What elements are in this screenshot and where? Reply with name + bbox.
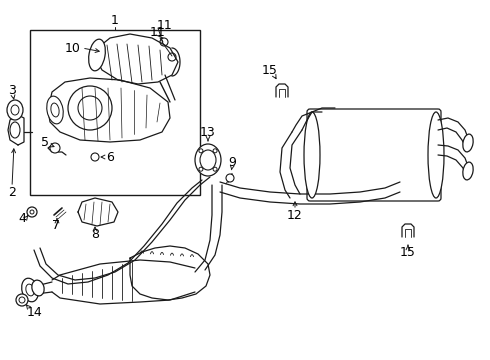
Text: 3: 3 (8, 84, 16, 96)
Text: 1: 1 (111, 14, 119, 27)
Ellipse shape (463, 162, 473, 180)
Polygon shape (130, 246, 210, 300)
Ellipse shape (32, 280, 44, 296)
Polygon shape (52, 260, 195, 304)
Ellipse shape (7, 100, 23, 120)
Polygon shape (48, 78, 170, 142)
Text: 5: 5 (41, 135, 49, 149)
Ellipse shape (16, 294, 28, 306)
Text: 6: 6 (106, 150, 114, 163)
Text: 11: 11 (157, 18, 173, 32)
Polygon shape (95, 34, 178, 84)
Ellipse shape (50, 143, 60, 153)
Ellipse shape (91, 153, 99, 161)
Ellipse shape (22, 278, 38, 302)
Ellipse shape (47, 96, 63, 124)
Text: 15: 15 (262, 63, 278, 77)
Ellipse shape (195, 144, 221, 176)
FancyBboxPatch shape (307, 109, 441, 201)
Bar (30, 30, 200, 195)
Ellipse shape (68, 86, 112, 130)
Text: 4: 4 (18, 212, 26, 225)
Ellipse shape (226, 174, 234, 182)
Polygon shape (48, 145, 66, 155)
Ellipse shape (27, 207, 37, 217)
Polygon shape (8, 115, 24, 145)
Text: 10: 10 (65, 41, 81, 54)
Text: 7: 7 (52, 219, 60, 231)
Text: 15: 15 (400, 246, 416, 258)
Polygon shape (402, 224, 414, 237)
Ellipse shape (304, 112, 320, 198)
Ellipse shape (428, 112, 444, 198)
Polygon shape (276, 84, 288, 97)
Text: 9: 9 (228, 156, 236, 168)
Polygon shape (78, 198, 118, 226)
Text: 13: 13 (200, 126, 216, 139)
Text: 2: 2 (8, 185, 16, 198)
Ellipse shape (463, 134, 473, 152)
Text: 8: 8 (91, 229, 99, 242)
Ellipse shape (89, 39, 105, 71)
Text: 12: 12 (287, 208, 303, 221)
Text: 11: 11 (150, 26, 166, 39)
Text: 14: 14 (27, 306, 43, 319)
